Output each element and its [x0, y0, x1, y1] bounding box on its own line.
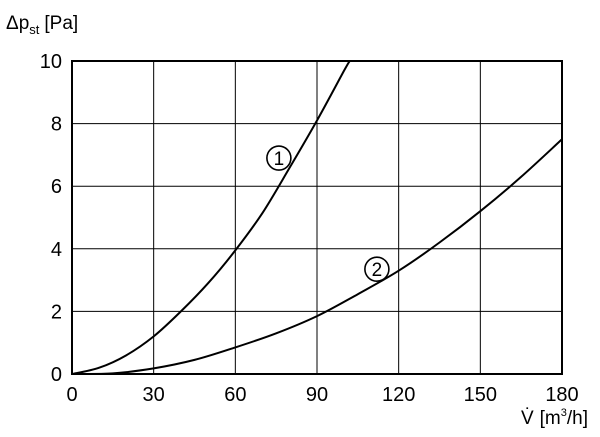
- x-tick-label: 0: [66, 384, 77, 406]
- y-tick-label: 8: [51, 114, 62, 136]
- x-tick-label: 180: [545, 384, 578, 406]
- x-axis-title: V̇ [m3/h]: [521, 407, 588, 429]
- x-axis-unit-post: /h]: [567, 408, 588, 429]
- x-axis-symbol: V̇: [521, 408, 534, 429]
- y-axis-unit: [Pa]: [44, 13, 78, 34]
- series-1-line: [71, 60, 351, 375]
- curve-labels: 12: [266, 145, 390, 282]
- y-tick-label: 6: [51, 176, 62, 198]
- x-axis-unit-pre: [m: [540, 408, 561, 429]
- plot-frame: [71, 60, 563, 375]
- grid: [72, 61, 562, 374]
- y-tick-labels: 0 2 4 6 8 10: [40, 51, 62, 386]
- x-tick-label: 90: [306, 384, 328, 406]
- y-tick-label: 10: [40, 51, 62, 73]
- x-tick-labels: 0 30 60 90 120 150 180: [66, 384, 578, 406]
- x-tick-label: 30: [143, 384, 165, 406]
- y-axis-symbol: Δp: [6, 13, 29, 34]
- series-2-line: [71, 138, 563, 376]
- y-tick-label: 2: [51, 301, 62, 323]
- curve-label-text: 2: [372, 260, 383, 281]
- curve-label-text: 1: [274, 149, 285, 170]
- y-axis-title: Δpst [Pa]: [6, 13, 78, 37]
- curve-label-circle: [364, 256, 390, 282]
- x-tick-label: 120: [382, 384, 415, 406]
- x-tick-label: 60: [224, 384, 246, 406]
- curves: [71, 60, 563, 376]
- x-axis-unit-sup: 3: [561, 407, 567, 419]
- y-tick-label: 4: [51, 239, 62, 261]
- y-tick-label: 0: [51, 364, 62, 386]
- curve-label-circle: [266, 145, 292, 171]
- x-tick-label: 150: [464, 384, 497, 406]
- y-axis-subscript: st: [29, 22, 40, 37]
